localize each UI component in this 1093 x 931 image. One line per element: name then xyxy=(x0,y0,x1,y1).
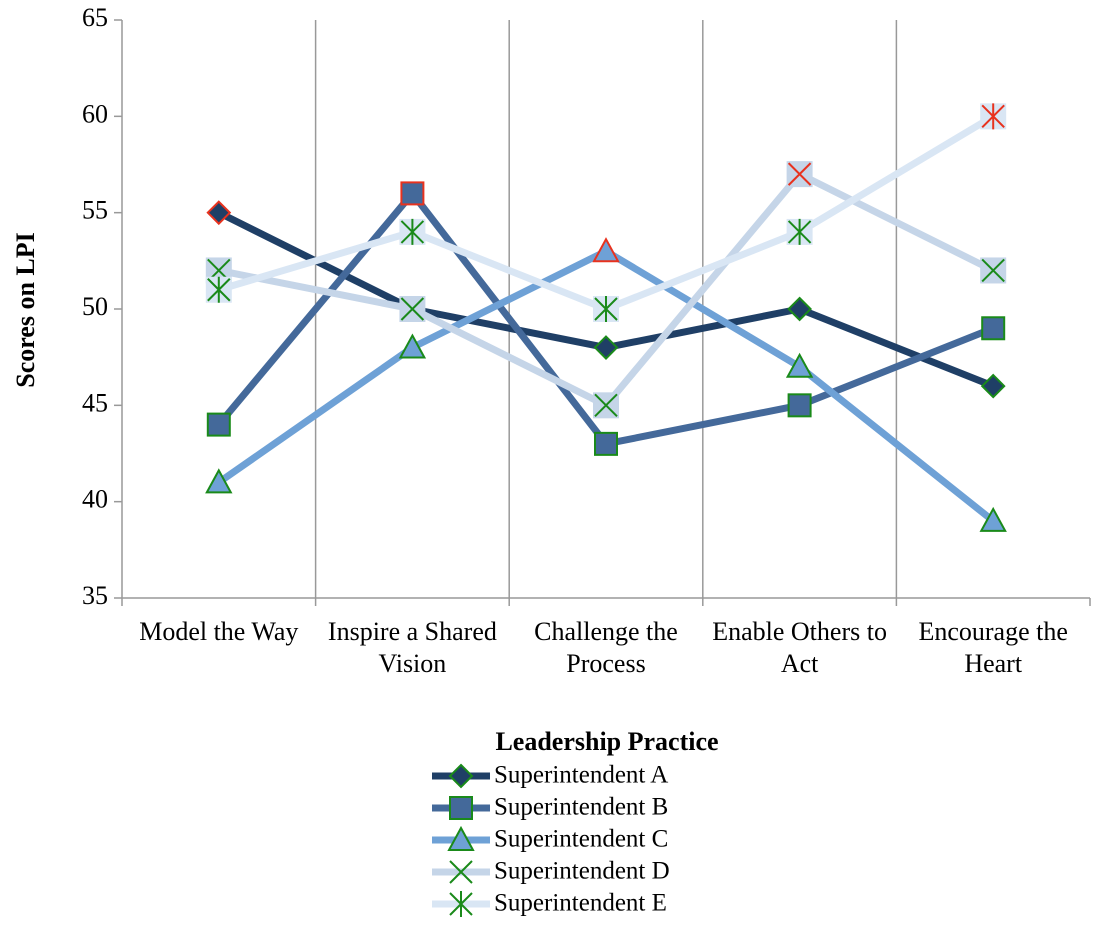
legend-label: Superintendent C xyxy=(494,826,668,853)
y-tick-label: 35 xyxy=(82,581,108,610)
marker xyxy=(400,297,425,321)
marker xyxy=(206,412,231,437)
legend-label: Superintendent B xyxy=(494,794,668,821)
x-tick-label: Inspire a Shared Vision xyxy=(327,617,497,678)
x-tick-label-box: Model the Way xyxy=(139,617,299,646)
x-tick-label-box: Enable Others to Act xyxy=(712,617,887,678)
marker xyxy=(593,335,619,360)
x-tick-label: Enable Others to Act xyxy=(712,617,887,678)
marker xyxy=(981,316,1006,341)
x-tick-label: Encourage the Heart xyxy=(918,617,1068,678)
marker xyxy=(207,276,231,303)
marker xyxy=(400,181,425,206)
marker xyxy=(787,218,812,245)
marker xyxy=(981,103,1005,130)
marker xyxy=(449,860,473,884)
y-axis-title: Scores on LPI xyxy=(11,232,40,388)
x-axis-title: Leadership Practice xyxy=(495,727,718,756)
y-tick-label: 65 xyxy=(82,3,108,32)
marker xyxy=(594,393,618,418)
x-tick-label-box: Challenge the Process xyxy=(534,617,678,678)
legend-label: Superintendent E xyxy=(494,890,667,917)
legend-item: Superintendent D xyxy=(432,858,670,885)
y-tick-label: 55 xyxy=(82,196,108,225)
marker xyxy=(449,796,473,820)
marker xyxy=(205,468,233,494)
marker xyxy=(979,506,1007,532)
legend-item: Superintendent B xyxy=(432,794,668,821)
marker xyxy=(787,162,812,186)
marker xyxy=(448,763,474,789)
y-tick-label: 50 xyxy=(82,292,108,321)
marker xyxy=(400,218,425,245)
marker xyxy=(206,200,232,226)
x-tick-label-box: Inspire a Shared Vision xyxy=(327,617,497,678)
marker xyxy=(594,431,618,456)
y-tick-label: 45 xyxy=(82,388,108,417)
marker xyxy=(787,296,813,322)
legend-item: Superintendent A xyxy=(432,762,668,789)
legend-label: Superintendent A xyxy=(494,762,668,789)
marker xyxy=(594,296,618,322)
marker xyxy=(981,258,1005,283)
marker xyxy=(980,373,1006,399)
marker xyxy=(785,352,814,378)
marker xyxy=(592,237,620,263)
legend-item: Superintendent C xyxy=(432,826,668,853)
marker xyxy=(787,393,812,418)
marker xyxy=(398,333,427,359)
x-tick-label: Challenge the Process xyxy=(534,617,678,678)
marker xyxy=(447,825,475,851)
x-tick-label-box: Encourage the Heart xyxy=(918,617,1068,678)
marker xyxy=(449,891,473,917)
legend-label: Superintendent D xyxy=(494,858,670,885)
legend-item: Superintendent E xyxy=(432,890,667,917)
y-tick-label: 60 xyxy=(82,99,108,128)
x-tick-label: Model the Way xyxy=(139,617,299,646)
y-tick-label: 40 xyxy=(82,485,108,514)
